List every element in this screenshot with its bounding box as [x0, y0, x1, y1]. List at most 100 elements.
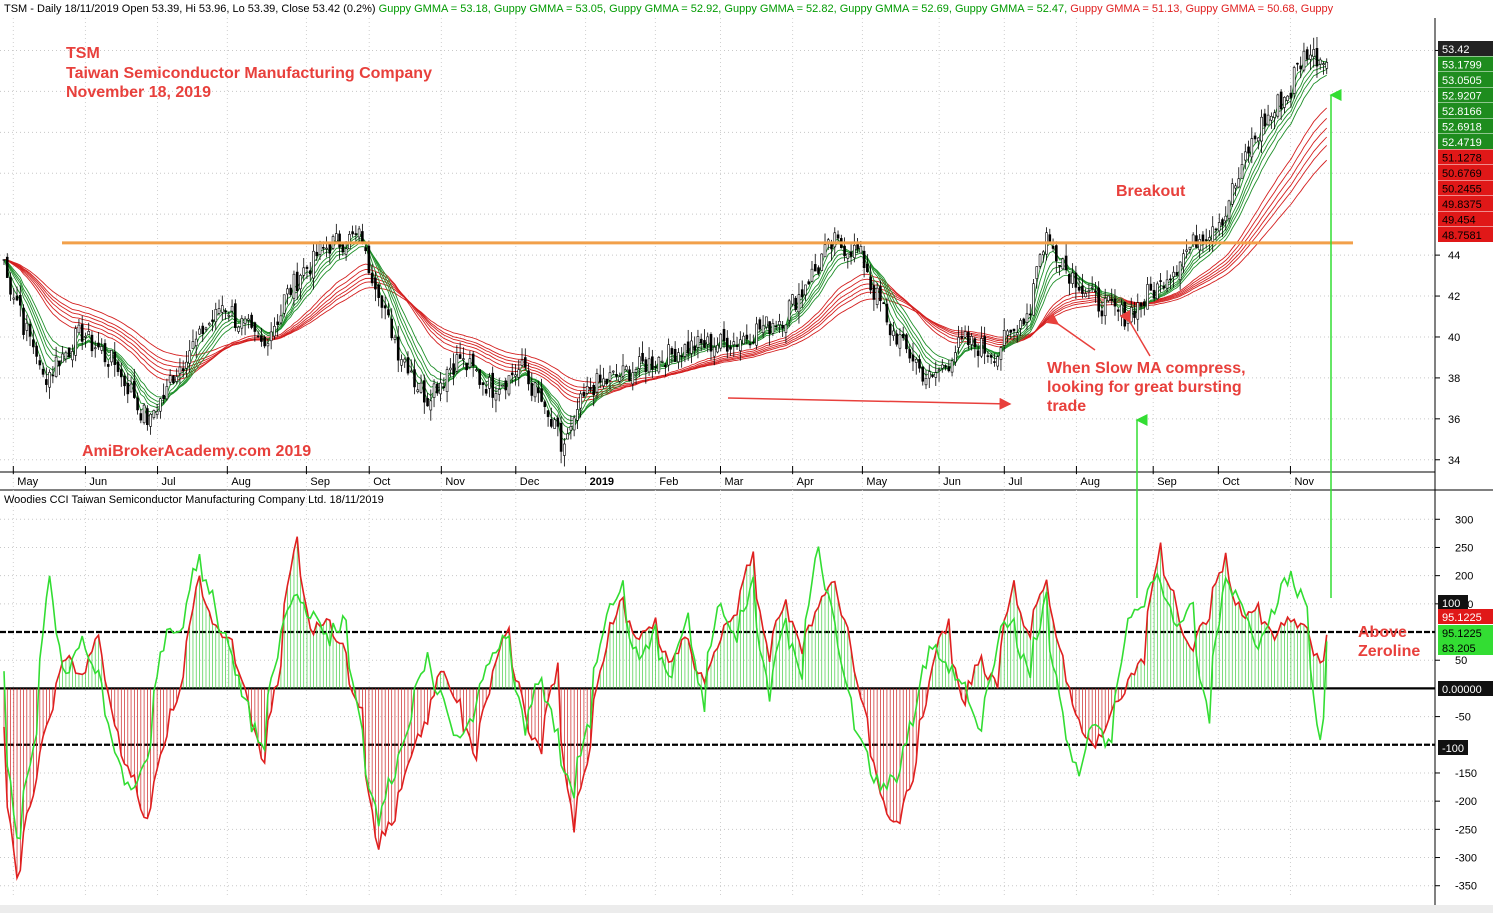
- x-tick-label: Jul: [1008, 476, 1022, 488]
- candle-body: [553, 419, 556, 429]
- candle-body: [475, 369, 478, 371]
- candle-body: [266, 343, 270, 347]
- candle-body: [426, 397, 429, 407]
- candle-body: [589, 387, 592, 390]
- candle-body: [719, 333, 723, 349]
- candle-body: [800, 289, 804, 298]
- candle-body: [1240, 164, 1244, 179]
- candle-body: [1058, 265, 1061, 267]
- candle-body: [1315, 48, 1319, 67]
- candle-body: [1077, 286, 1081, 291]
- candle-body: [491, 372, 494, 398]
- candle-body: [341, 244, 345, 253]
- candle-body: [162, 394, 165, 400]
- candle-body: [302, 267, 306, 276]
- candle-body: [129, 383, 133, 393]
- cci-tick-label: -300: [1455, 853, 1477, 865]
- candle-body: [957, 337, 960, 348]
- x-tick-label: Sep: [310, 476, 330, 488]
- candle-body: [745, 334, 749, 340]
- candle-body: [374, 277, 377, 290]
- candle-body: [976, 350, 980, 356]
- candle-body: [683, 344, 687, 357]
- candle-body: [950, 360, 954, 373]
- price-value-label: 52.9207: [1442, 91, 1482, 103]
- cci-tick-label: -350: [1455, 881, 1477, 893]
- candle-body: [510, 372, 514, 376]
- candle-body: [624, 366, 628, 371]
- candle-body: [1292, 67, 1296, 94]
- sheet-tabs-strip[interactable]: [0, 905, 1493, 913]
- watermark-label: AmiBrokerAcademy.com 2019: [82, 443, 311, 460]
- candle-body: [1107, 295, 1110, 301]
- candle-body: [1103, 297, 1107, 317]
- candle-body: [25, 322, 29, 331]
- candle-body: [657, 357, 661, 373]
- candle-body: [921, 366, 925, 382]
- candle-body: [546, 410, 550, 417]
- candle-body: [357, 228, 361, 238]
- candle-body: [409, 370, 413, 373]
- price-value-label: 53.0505: [1442, 75, 1482, 87]
- candle-body: [973, 338, 977, 348]
- cci-value-label: 95.1225: [1442, 628, 1482, 640]
- candle-body: [119, 369, 123, 378]
- candle-body: [178, 366, 182, 374]
- candle-body: [768, 321, 771, 334]
- candle-body: [468, 358, 472, 368]
- header-gmma-3: Guppy GMMA = 52.82,: [721, 3, 836, 15]
- candle-body: [875, 287, 879, 305]
- candle-body: [1133, 310, 1136, 318]
- candle-body: [752, 341, 755, 344]
- candle-body: [198, 328, 201, 335]
- candle-body: [817, 267, 820, 274]
- x-tick-label: Oct: [373, 476, 390, 488]
- candle-body: [1289, 92, 1293, 98]
- cci-tick-label: 250: [1455, 542, 1473, 554]
- candle-body: [872, 285, 876, 300]
- price-value-box: [1438, 196, 1493, 211]
- compress-label-3: trade: [1047, 398, 1086, 415]
- candle-body: [400, 359, 403, 366]
- candle-body: [833, 232, 837, 248]
- candle-body: [954, 352, 957, 363]
- candle-body: [338, 233, 341, 248]
- price-value-box: [1438, 211, 1493, 227]
- candle-body: [1247, 146, 1250, 154]
- candle-body: [455, 354, 459, 372]
- candle-body: [999, 347, 1003, 360]
- candle-body: [1087, 290, 1091, 293]
- price-grid: [0, 18, 1493, 905]
- candle-body: [80, 324, 84, 342]
- candle-body: [253, 322, 257, 332]
- candle-body: [1214, 228, 1218, 231]
- price-tick-label: 42: [1448, 291, 1460, 303]
- price-value-label: 49.8375: [1442, 199, 1482, 211]
- candle-body: [667, 344, 670, 366]
- candle-body: [1237, 178, 1241, 188]
- candle-body: [204, 327, 208, 330]
- candle-body: [670, 348, 674, 355]
- candle-body: [1116, 309, 1120, 312]
- x-tick-label: Feb: [659, 476, 678, 488]
- candle-body: [807, 281, 811, 285]
- date-label: November 18, 2019: [66, 84, 211, 101]
- candle-body: [1006, 330, 1009, 336]
- candle-body: [103, 343, 107, 363]
- candle-body: [1035, 266, 1039, 279]
- price-axis: 3436384042445453.4253.179953.050552.9207…: [1435, 41, 1493, 467]
- candle-body: [1136, 302, 1140, 320]
- candle-body: [1022, 318, 1026, 325]
- candle-body: [207, 323, 211, 326]
- candle-body: [1318, 59, 1322, 65]
- price-value-label: 52.6918: [1442, 122, 1482, 134]
- candle-body: [494, 393, 498, 401]
- candle-body: [771, 323, 775, 334]
- candle-body: [813, 264, 817, 272]
- candle-body: [230, 306, 234, 312]
- candle-body: [1253, 135, 1257, 140]
- candle-body: [432, 383, 436, 398]
- candle-body: [540, 388, 543, 402]
- candle-body: [1139, 302, 1143, 307]
- candle-body: [576, 409, 579, 421]
